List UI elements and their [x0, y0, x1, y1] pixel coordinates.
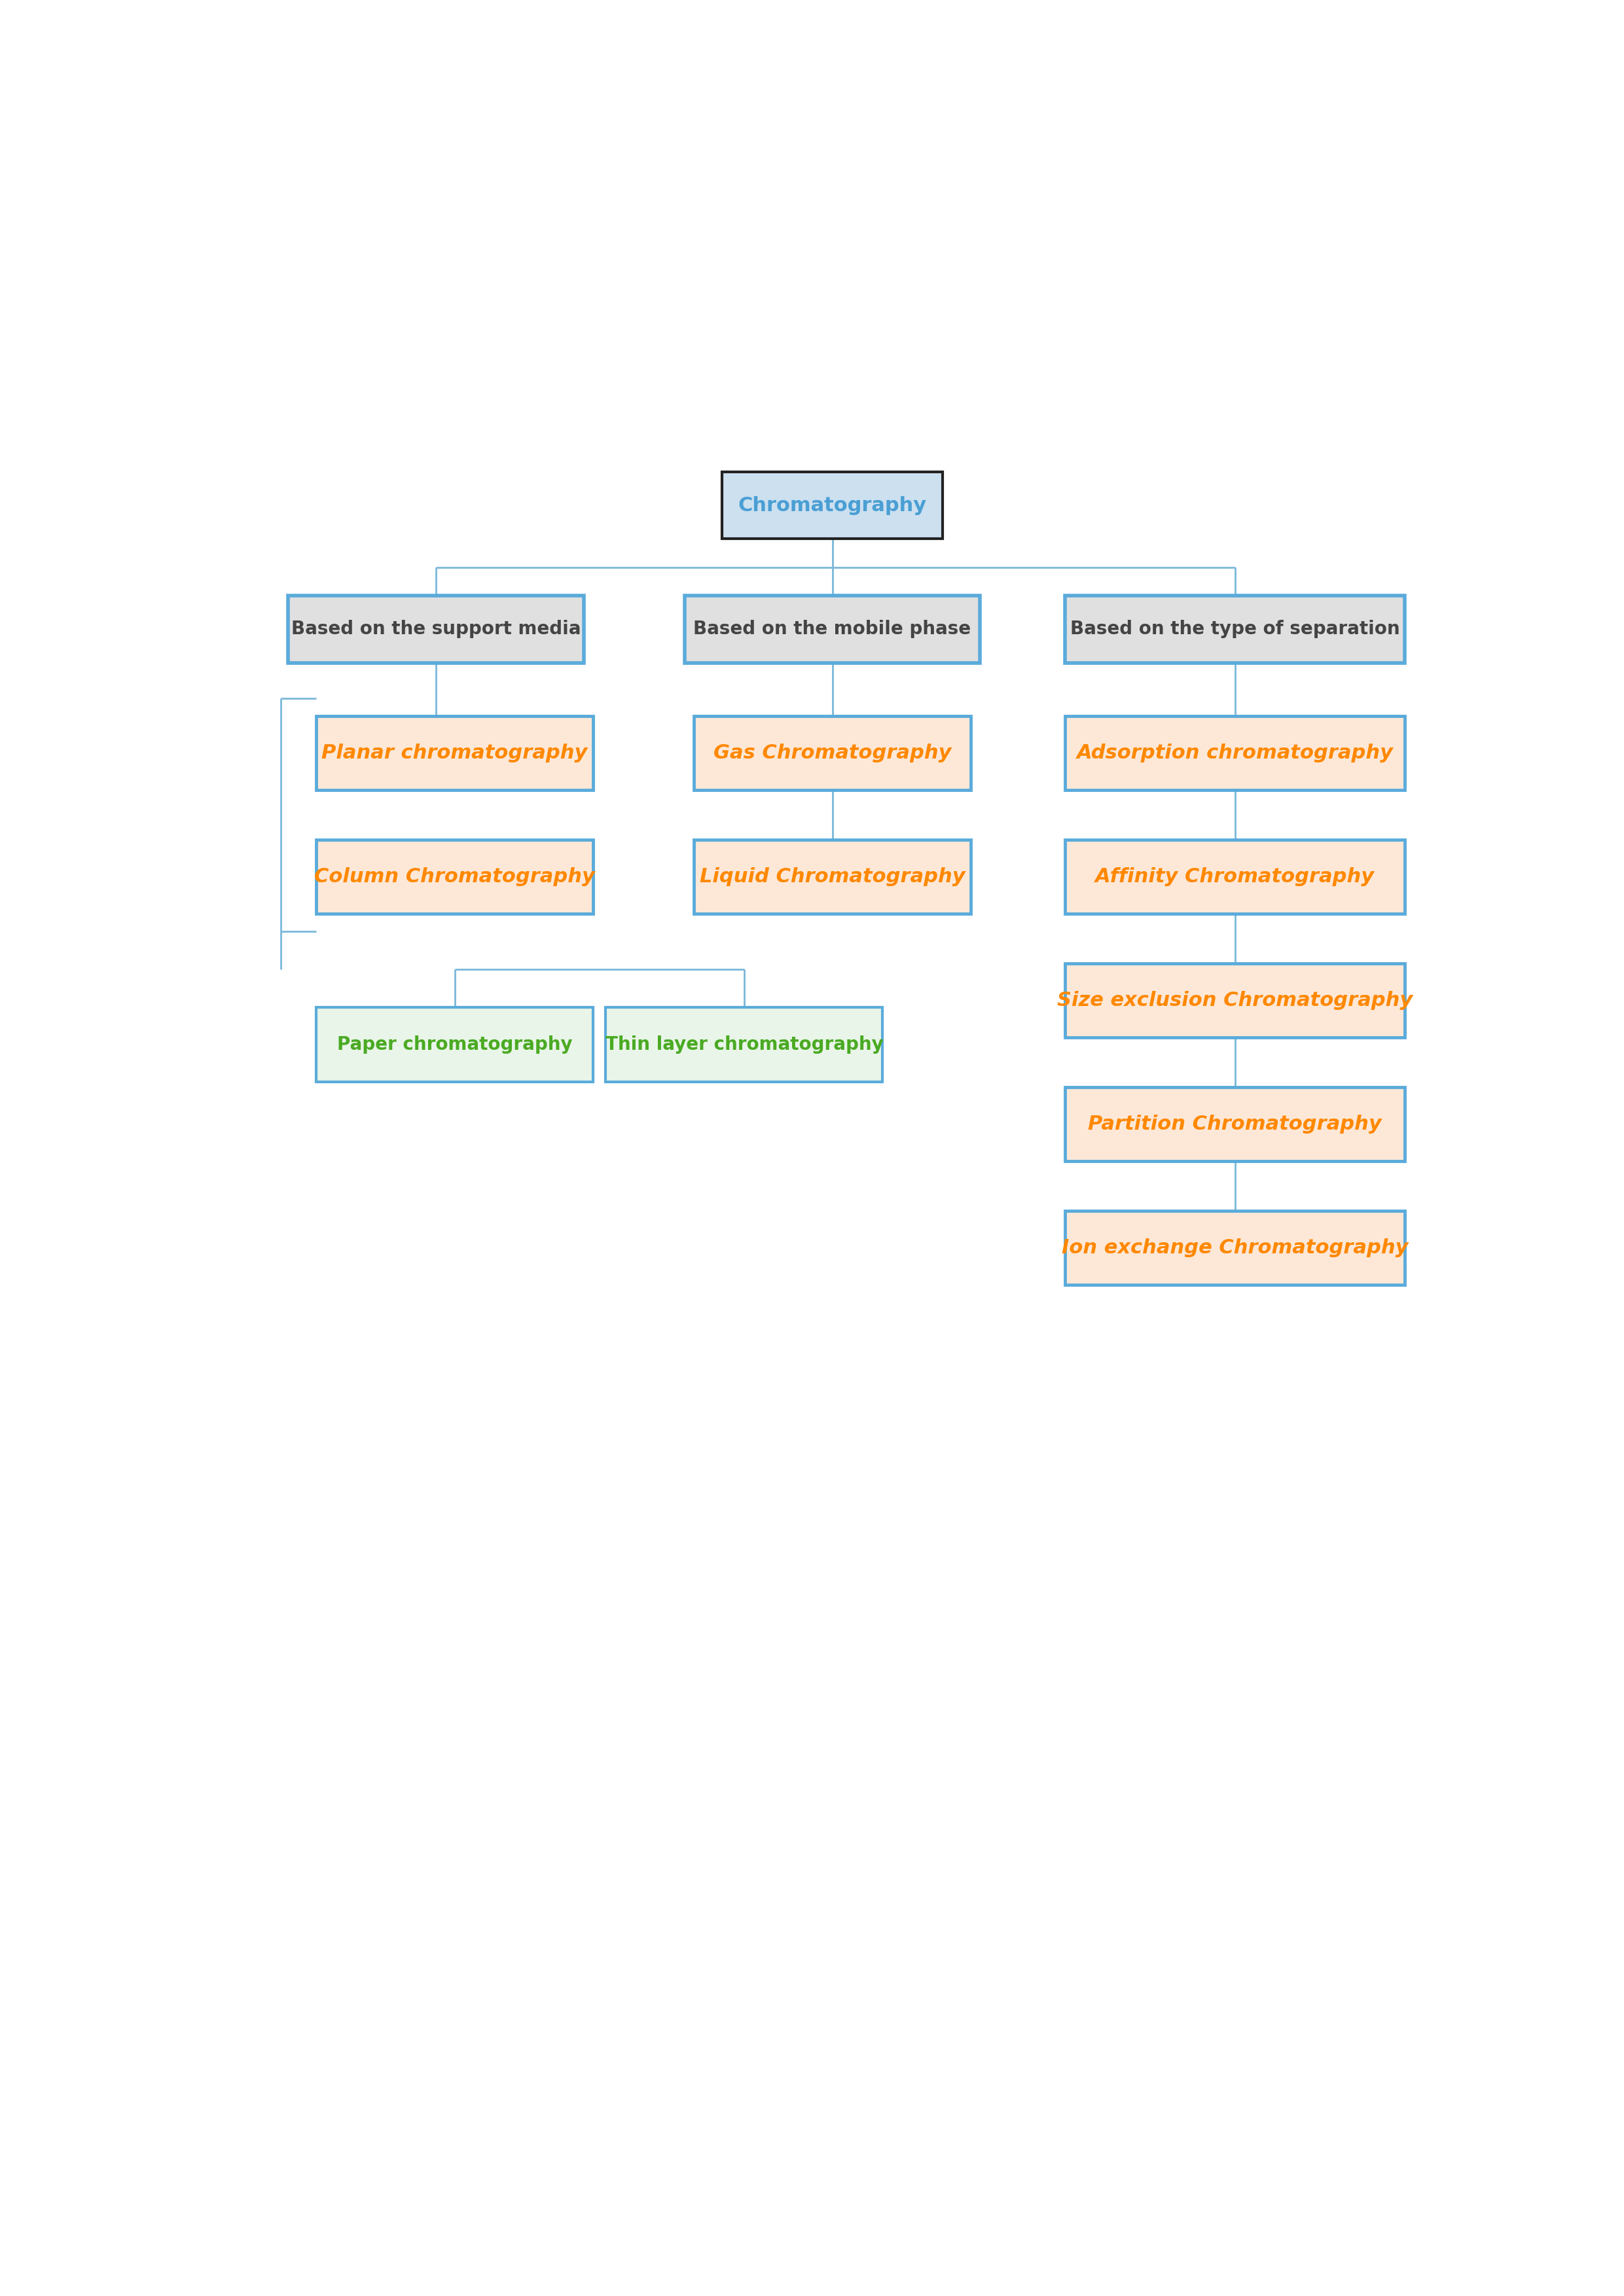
FancyBboxPatch shape — [693, 840, 971, 914]
Text: Column Chromatography: Column Chromatography — [315, 868, 594, 886]
Text: Based on the mobile phase: Based on the mobile phase — [693, 620, 971, 638]
FancyBboxPatch shape — [684, 595, 981, 664]
Text: Gas Chromatography: Gas Chromatography — [713, 744, 952, 762]
Text: Thin layer chromatography: Thin layer chromatography — [606, 1035, 883, 1054]
FancyBboxPatch shape — [317, 1008, 593, 1081]
Text: Size exclusion Chromatography: Size exclusion Chromatography — [1057, 992, 1413, 1010]
Text: Liquid Chromatography: Liquid Chromatography — [700, 868, 965, 886]
Text: Paper chromatography: Paper chromatography — [338, 1035, 572, 1054]
FancyBboxPatch shape — [723, 471, 942, 540]
FancyBboxPatch shape — [317, 716, 593, 790]
Text: Based on the type of separation: Based on the type of separation — [1070, 620, 1400, 638]
FancyBboxPatch shape — [1065, 1086, 1405, 1162]
FancyBboxPatch shape — [1065, 964, 1405, 1038]
FancyBboxPatch shape — [1065, 716, 1405, 790]
Text: Partition Chromatography: Partition Chromatography — [1088, 1114, 1382, 1134]
Text: Chromatography: Chromatography — [737, 496, 927, 514]
Text: Adsorption chromatography: Adsorption chromatography — [1077, 744, 1393, 762]
FancyBboxPatch shape — [317, 840, 593, 914]
FancyBboxPatch shape — [287, 595, 583, 664]
FancyBboxPatch shape — [606, 1008, 883, 1081]
Text: Ion exchange Chromatography: Ion exchange Chromatography — [1062, 1238, 1408, 1258]
FancyBboxPatch shape — [693, 716, 971, 790]
FancyBboxPatch shape — [1065, 840, 1405, 914]
FancyBboxPatch shape — [1065, 595, 1405, 664]
Text: Based on the support media: Based on the support media — [291, 620, 581, 638]
Text: Affinity Chromatography: Affinity Chromatography — [1095, 868, 1376, 886]
Text: Planar chromatography: Planar chromatography — [322, 744, 588, 762]
FancyBboxPatch shape — [1065, 1210, 1405, 1286]
